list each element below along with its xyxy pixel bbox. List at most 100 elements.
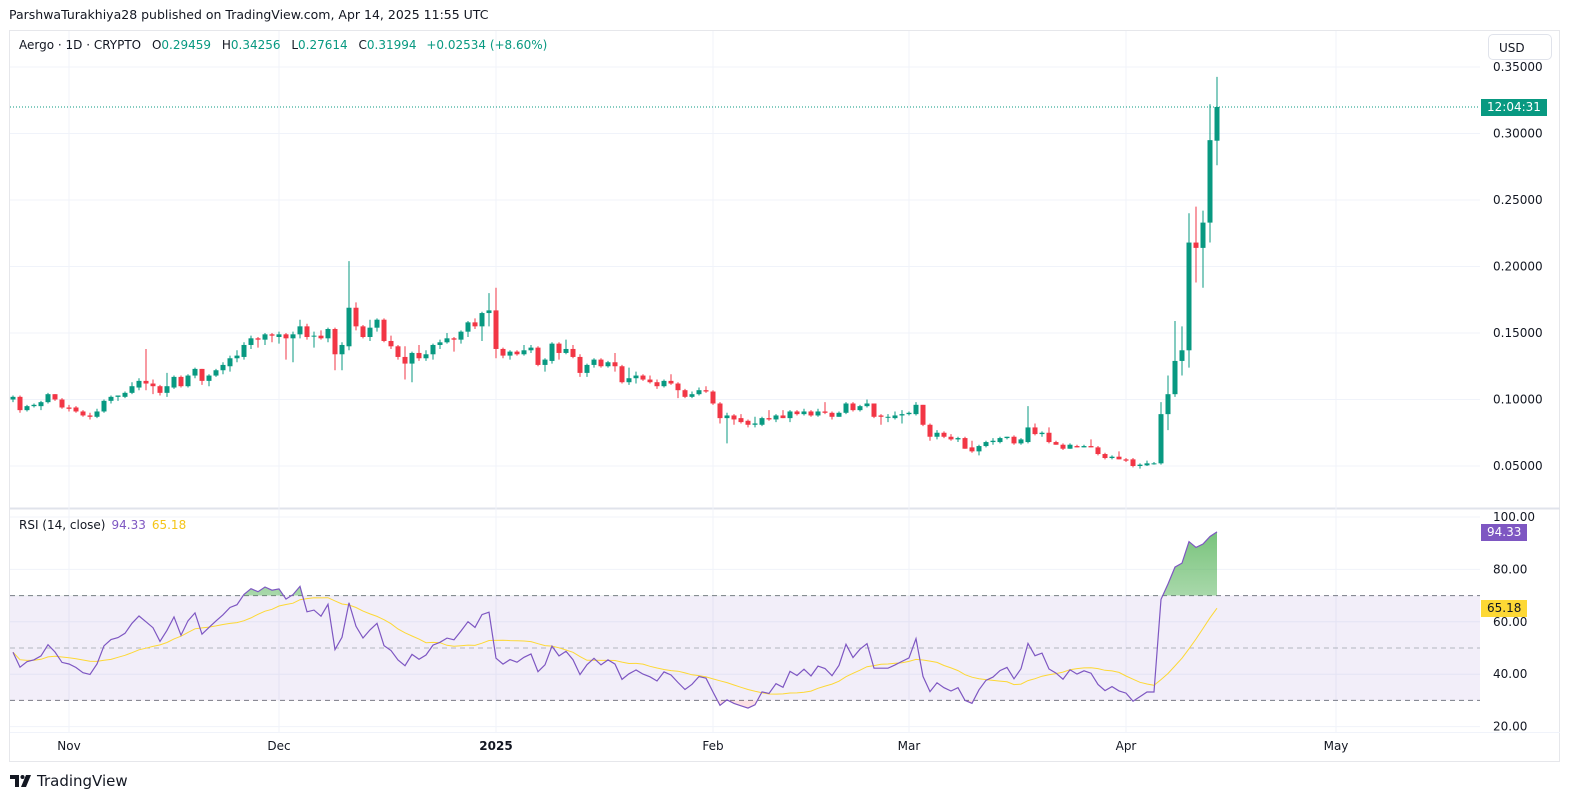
candle-body	[129, 386, 135, 393]
candle-body	[794, 411, 800, 415]
candle-body	[1074, 446, 1080, 448]
candle-body	[486, 310, 492, 314]
candle-body	[521, 350, 527, 355]
price-axis-label: 0.35000	[1493, 60, 1543, 74]
candle-body	[262, 334, 268, 340]
candle-body	[689, 394, 695, 397]
candle-body	[1053, 442, 1059, 445]
candle-body	[206, 375, 212, 381]
time-axis-label: May	[1324, 739, 1349, 753]
candle-body	[465, 322, 471, 332]
candle-body	[969, 447, 975, 452]
candle-body	[941, 432, 947, 437]
candle-body	[962, 438, 968, 449]
candle-body	[556, 343, 562, 353]
time-axis-label: Apr	[1116, 739, 1137, 753]
rsi-axis-label: 60.00	[1493, 615, 1527, 629]
candle-body	[1130, 459, 1136, 466]
candle-body	[388, 340, 394, 347]
candle-body	[409, 352, 415, 364]
candle-body	[675, 383, 681, 391]
candle-body	[241, 344, 247, 357]
candle-body	[304, 326, 310, 337]
candle-body	[94, 411, 100, 417]
candle-body	[528, 347, 534, 351]
candle-body	[1011, 436, 1017, 444]
candle-body	[913, 404, 919, 415]
open-value: 0.29459	[161, 38, 212, 52]
candle-body	[976, 446, 982, 452]
candle-body	[717, 403, 723, 419]
candle-body	[1179, 350, 1185, 361]
rsi-ma-legend-value: 65.18	[151, 518, 187, 532]
axes: Nov Dec 2025 Feb Mar Apr May 0.35000 0.30000 0.25…	[57, 60, 1542, 753]
candle-body	[1095, 447, 1101, 455]
candle-body	[1200, 222, 1206, 248]
candle-body	[1172, 360, 1178, 395]
candle-body	[423, 354, 429, 359]
candle-body	[66, 407, 72, 409]
candle-body	[668, 380, 674, 384]
candle-body	[297, 326, 303, 335]
low-label: L	[291, 38, 299, 52]
candle-body	[1214, 106, 1220, 141]
currency-button[interactable]: USD	[1488, 34, 1552, 60]
rsi-ma-line	[12, 597, 1218, 695]
candle-body	[1004, 436, 1010, 439]
chart-frame	[9, 30, 1560, 762]
candle-body	[514, 351, 520, 355]
candle-body	[192, 368, 198, 376]
candle-body	[1123, 459, 1129, 461]
candle-body	[759, 418, 765, 425]
candle-body	[836, 412, 842, 417]
candle-body	[801, 411, 807, 415]
candle-body	[122, 392, 128, 397]
candle-body	[1081, 446, 1087, 448]
rsi-axis-label: 40.00	[1493, 667, 1527, 681]
candle-body	[1025, 427, 1031, 443]
rsi-title: RSI (14, close)	[19, 518, 106, 532]
rsi-axis-label: 80.00	[1493, 562, 1527, 576]
tradingview-logo[interactable]: TradingView	[10, 772, 128, 790]
candle-body	[948, 436, 954, 440]
candle-body	[633, 375, 639, 379]
candle-body	[479, 313, 485, 327]
candle-body	[598, 359, 604, 367]
candle-body	[1060, 444, 1066, 449]
candle-body	[899, 414, 905, 416]
candle-body	[10, 396, 16, 400]
candle-body	[878, 415, 884, 417]
candle-body	[1158, 414, 1164, 464]
price-axis-label: 0.05000	[1493, 459, 1543, 473]
candle-body	[724, 415, 730, 419]
rsi-axis-label: 100.00	[1493, 510, 1535, 524]
price-axis-label: 0.20000	[1493, 260, 1543, 274]
candle-body	[248, 338, 254, 345]
candle-body	[661, 380, 667, 387]
candle-body	[591, 359, 597, 365]
time-axis-label: Mar	[898, 739, 921, 753]
candle-body	[437, 342, 443, 345]
candle-body	[220, 364, 226, 371]
candle-body	[1067, 444, 1073, 449]
candle-body	[227, 358, 233, 367]
high-value: 0.34256	[230, 38, 281, 52]
candle-body	[52, 394, 58, 400]
candle-body	[857, 406, 863, 411]
grid	[10, 31, 1560, 733]
tradingview-logo-icon	[10, 775, 31, 787]
change-value: +0.02534 (+8.60%)	[426, 38, 548, 52]
candle-body	[1102, 454, 1108, 459]
candle-body	[290, 334, 296, 339]
candle-body	[87, 415, 93, 417]
candle-body	[535, 347, 541, 365]
candle-body	[1039, 432, 1045, 435]
candle-body	[731, 415, 737, 420]
candle-body	[1032, 427, 1038, 435]
candle-body	[871, 403, 877, 417]
candle-body	[920, 404, 926, 425]
low-value: 0.27614	[298, 38, 348, 52]
candle-body	[710, 391, 716, 404]
candle-body	[346, 307, 352, 347]
